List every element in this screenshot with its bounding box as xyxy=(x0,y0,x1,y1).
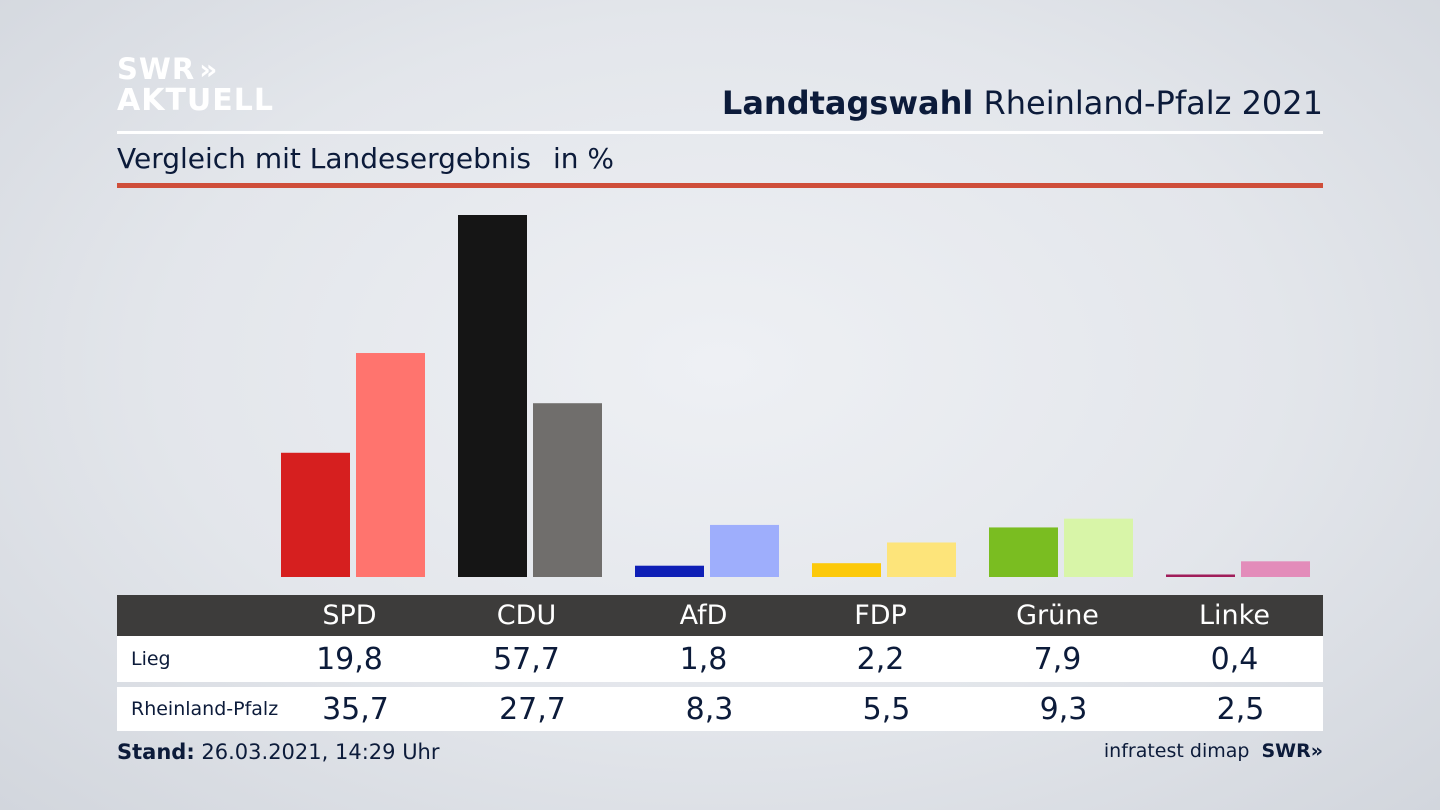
bar-spd-lieg xyxy=(281,452,350,577)
row-label: Lieg xyxy=(131,648,171,670)
bar-grüne-rlp xyxy=(1064,518,1133,577)
value-grüne-lieg: 7,9 xyxy=(1033,641,1082,677)
swr-footer-text: SWR xyxy=(1261,740,1311,762)
results-table: SPD CDU AfD FDP Grüne Linke Lieg 19,8 57,7 1,8 2… xyxy=(117,595,1323,731)
bar-grüne-lieg xyxy=(989,527,1058,577)
value-fdp-lieg: 2,2 xyxy=(856,641,905,677)
value-spd-lieg: 19,8 xyxy=(316,641,383,677)
header-columns: SPD CDU AfD FDP Grüne Linke xyxy=(261,600,1323,631)
value-fdp-rlp: 5,5 xyxy=(862,691,911,727)
value-spd-rlp: 35,7 xyxy=(322,691,389,727)
bar-cdu-lieg xyxy=(458,215,527,577)
page-title: Landtagswahl Rheinland-Pfalz 2021 xyxy=(722,84,1323,122)
stand-label: Stand: xyxy=(117,740,195,764)
category-label-fdp: FDP xyxy=(854,600,907,631)
bar-afd-rlp xyxy=(710,524,779,577)
category-label-grüne: Grüne xyxy=(1016,600,1099,631)
swr-aktuell-logo: SWR» AKTUELL xyxy=(117,52,275,118)
value-linke-lieg: 0,4 xyxy=(1210,641,1259,677)
bar-fdp-rlp xyxy=(887,542,956,577)
source-text: infratest dimap xyxy=(1103,740,1250,762)
value-grüne-rlp: 9,3 xyxy=(1039,691,1088,727)
subtitle: Vergleich mit Landesergebnis in % xyxy=(117,142,614,175)
source-credit: infratest dimap SWR» xyxy=(1104,740,1323,762)
value-afd-lieg: 1,8 xyxy=(679,641,728,677)
value-cdu-rlp: 27,7 xyxy=(499,691,566,727)
table-row: Rheinland-Pfalz 35,7 27,7 8,3 5,5 9,3 2,5 xyxy=(117,687,1323,731)
bar-fdp-lieg xyxy=(812,563,881,577)
timestamp: Stand: 26.03.2021, 14:29 Uhr xyxy=(117,740,440,764)
category-label-cdu: CDU xyxy=(496,600,557,631)
category-label-spd: SPD xyxy=(322,600,377,631)
value-afd-rlp: 8,3 xyxy=(685,691,734,727)
swr-chevron-icon: » xyxy=(1310,740,1323,762)
swr-footer-logo: SWR» xyxy=(1261,740,1323,762)
table-header: SPD CDU AfD FDP Grüne Linke xyxy=(117,595,1323,636)
bar-afd-lieg xyxy=(635,565,704,577)
title-bold: Landtagswahl xyxy=(721,84,974,122)
subtitle-unit: in % xyxy=(552,142,615,175)
bar-spd-rlp xyxy=(356,353,425,577)
stand-value: 26.03.2021, 14:29 Uhr xyxy=(201,740,440,764)
category-label-afd: AfD xyxy=(679,600,728,631)
row-values: 19,8 57,7 1,8 2,2 7,9 0,4 xyxy=(261,642,1323,677)
row-label: Rheinland-Pfalz xyxy=(131,698,279,720)
title-rest: Rheinland-Pfalz 2021 xyxy=(983,84,1323,122)
logo-text-swr: SWR xyxy=(117,52,196,86)
logo-text-aktuell: AKTUELL xyxy=(117,83,275,118)
accent-divider xyxy=(117,183,1323,188)
bar-linke-lieg xyxy=(1166,574,1235,577)
subtitle-text: Vergleich mit Landesergebnis xyxy=(117,142,531,175)
bar-cdu-rlp xyxy=(533,403,602,577)
title-divider xyxy=(117,131,1323,134)
bar-linke-rlp xyxy=(1241,561,1310,577)
category-label-linke: Linke xyxy=(1199,600,1270,631)
table-row: Lieg 19,8 57,7 1,8 2,2 7,9 0,4 xyxy=(117,636,1323,682)
value-linke-rlp: 2,5 xyxy=(1216,691,1265,727)
value-cdu-lieg: 57,7 xyxy=(493,641,560,677)
row-values: 35,7 27,7 8,3 5,5 9,3 2,5 xyxy=(267,692,1329,727)
